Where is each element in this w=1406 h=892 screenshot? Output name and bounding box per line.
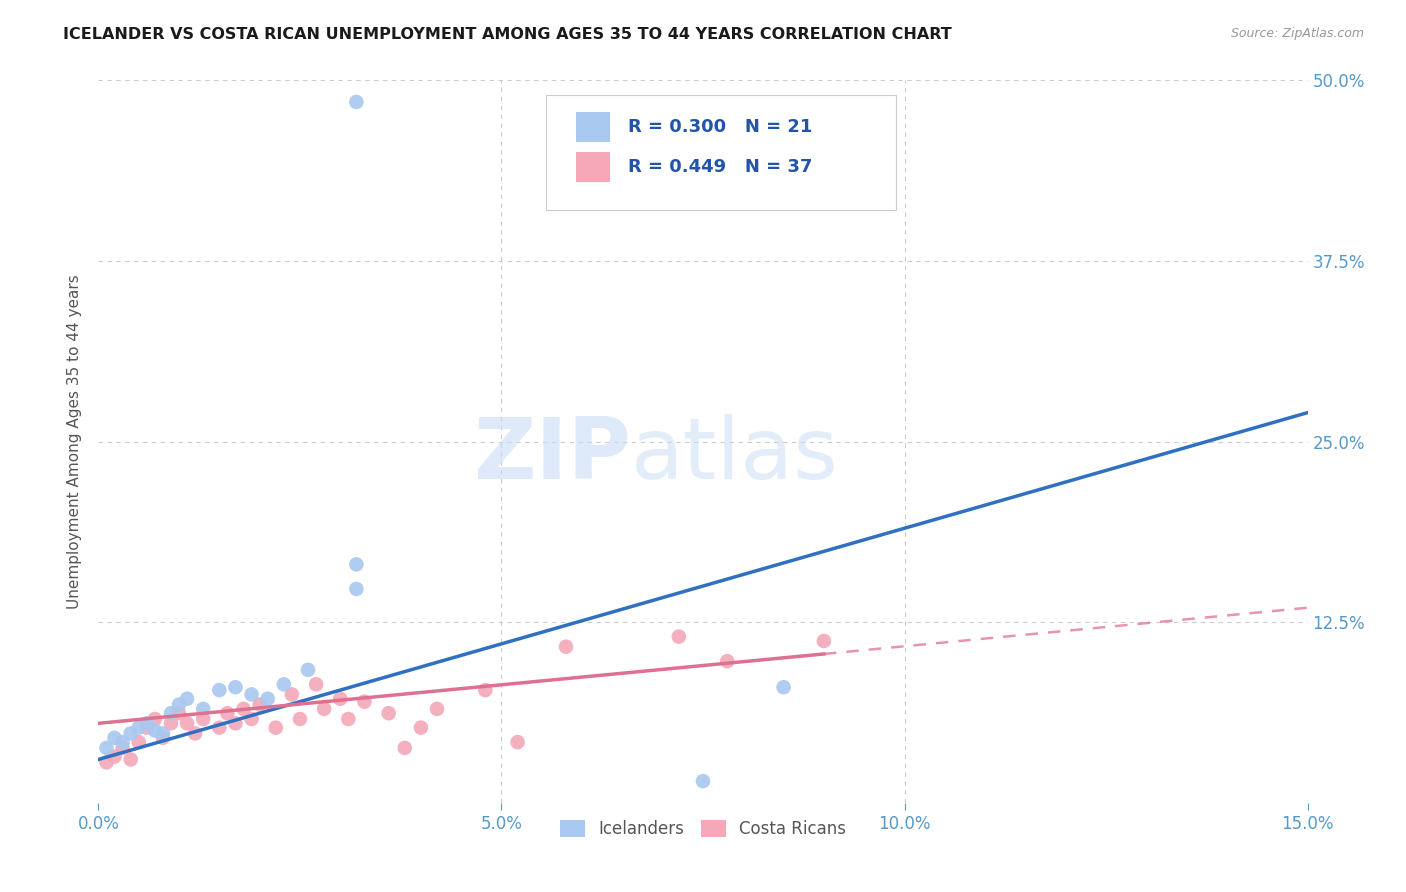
Point bbox=[103, 749, 125, 764]
Legend: Icelanders, Costa Ricans: Icelanders, Costa Ricans bbox=[553, 814, 853, 845]
Point bbox=[120, 726, 142, 740]
Point bbox=[128, 735, 150, 749]
Text: R = 0.300   N = 21: R = 0.300 N = 21 bbox=[628, 119, 813, 136]
Point bbox=[813, 634, 835, 648]
Point bbox=[344, 558, 367, 572]
Point bbox=[143, 712, 166, 726]
FancyBboxPatch shape bbox=[576, 112, 610, 143]
Point bbox=[288, 712, 311, 726]
FancyBboxPatch shape bbox=[576, 152, 610, 182]
Point bbox=[167, 698, 190, 712]
Point bbox=[240, 712, 263, 726]
Point bbox=[217, 706, 239, 721]
Point bbox=[256, 691, 278, 706]
Point bbox=[176, 691, 198, 706]
Point bbox=[193, 712, 215, 726]
Point bbox=[329, 691, 352, 706]
Point bbox=[96, 756, 118, 770]
Point bbox=[135, 716, 157, 731]
Point bbox=[160, 706, 183, 721]
Point bbox=[668, 630, 690, 644]
Point bbox=[224, 716, 246, 731]
Point bbox=[152, 731, 174, 745]
Point bbox=[305, 677, 328, 691]
Point bbox=[184, 726, 207, 740]
Point bbox=[232, 702, 254, 716]
Point bbox=[344, 582, 367, 596]
Text: Source: ZipAtlas.com: Source: ZipAtlas.com bbox=[1230, 27, 1364, 40]
Point bbox=[208, 683, 231, 698]
Point bbox=[344, 95, 367, 109]
Point bbox=[103, 731, 125, 745]
Point bbox=[193, 702, 215, 716]
Point bbox=[143, 723, 166, 738]
Point bbox=[264, 721, 287, 735]
Point bbox=[377, 706, 399, 721]
Text: atlas: atlas bbox=[630, 415, 838, 498]
Point bbox=[426, 702, 449, 716]
Point bbox=[176, 716, 198, 731]
Point bbox=[772, 680, 794, 694]
Text: R = 0.449   N = 37: R = 0.449 N = 37 bbox=[628, 158, 813, 176]
Point bbox=[314, 702, 336, 716]
Point bbox=[555, 640, 578, 654]
Point bbox=[240, 687, 263, 701]
Text: ICELANDER VS COSTA RICAN UNEMPLOYMENT AMONG AGES 35 TO 44 YEARS CORRELATION CHAR: ICELANDER VS COSTA RICAN UNEMPLOYMENT AM… bbox=[63, 27, 952, 42]
Point bbox=[474, 683, 496, 698]
Point bbox=[692, 774, 714, 789]
Point bbox=[128, 721, 150, 735]
Point bbox=[135, 721, 157, 735]
Point bbox=[716, 654, 738, 668]
Point bbox=[111, 740, 134, 755]
Point bbox=[409, 721, 432, 735]
Point bbox=[120, 752, 142, 766]
Point bbox=[160, 716, 183, 731]
Point bbox=[297, 663, 319, 677]
Y-axis label: Unemployment Among Ages 35 to 44 years: Unemployment Among Ages 35 to 44 years bbox=[67, 274, 83, 609]
Point bbox=[167, 706, 190, 721]
Text: ZIP: ZIP bbox=[472, 415, 630, 498]
Point bbox=[224, 680, 246, 694]
Point bbox=[353, 695, 375, 709]
Point bbox=[337, 712, 360, 726]
FancyBboxPatch shape bbox=[546, 95, 897, 211]
Point bbox=[152, 726, 174, 740]
Point bbox=[273, 677, 295, 691]
Point bbox=[249, 698, 271, 712]
Point bbox=[96, 740, 118, 755]
Point bbox=[111, 735, 134, 749]
Point bbox=[506, 735, 529, 749]
Point bbox=[281, 687, 304, 701]
Point bbox=[394, 740, 416, 755]
Point bbox=[208, 721, 231, 735]
